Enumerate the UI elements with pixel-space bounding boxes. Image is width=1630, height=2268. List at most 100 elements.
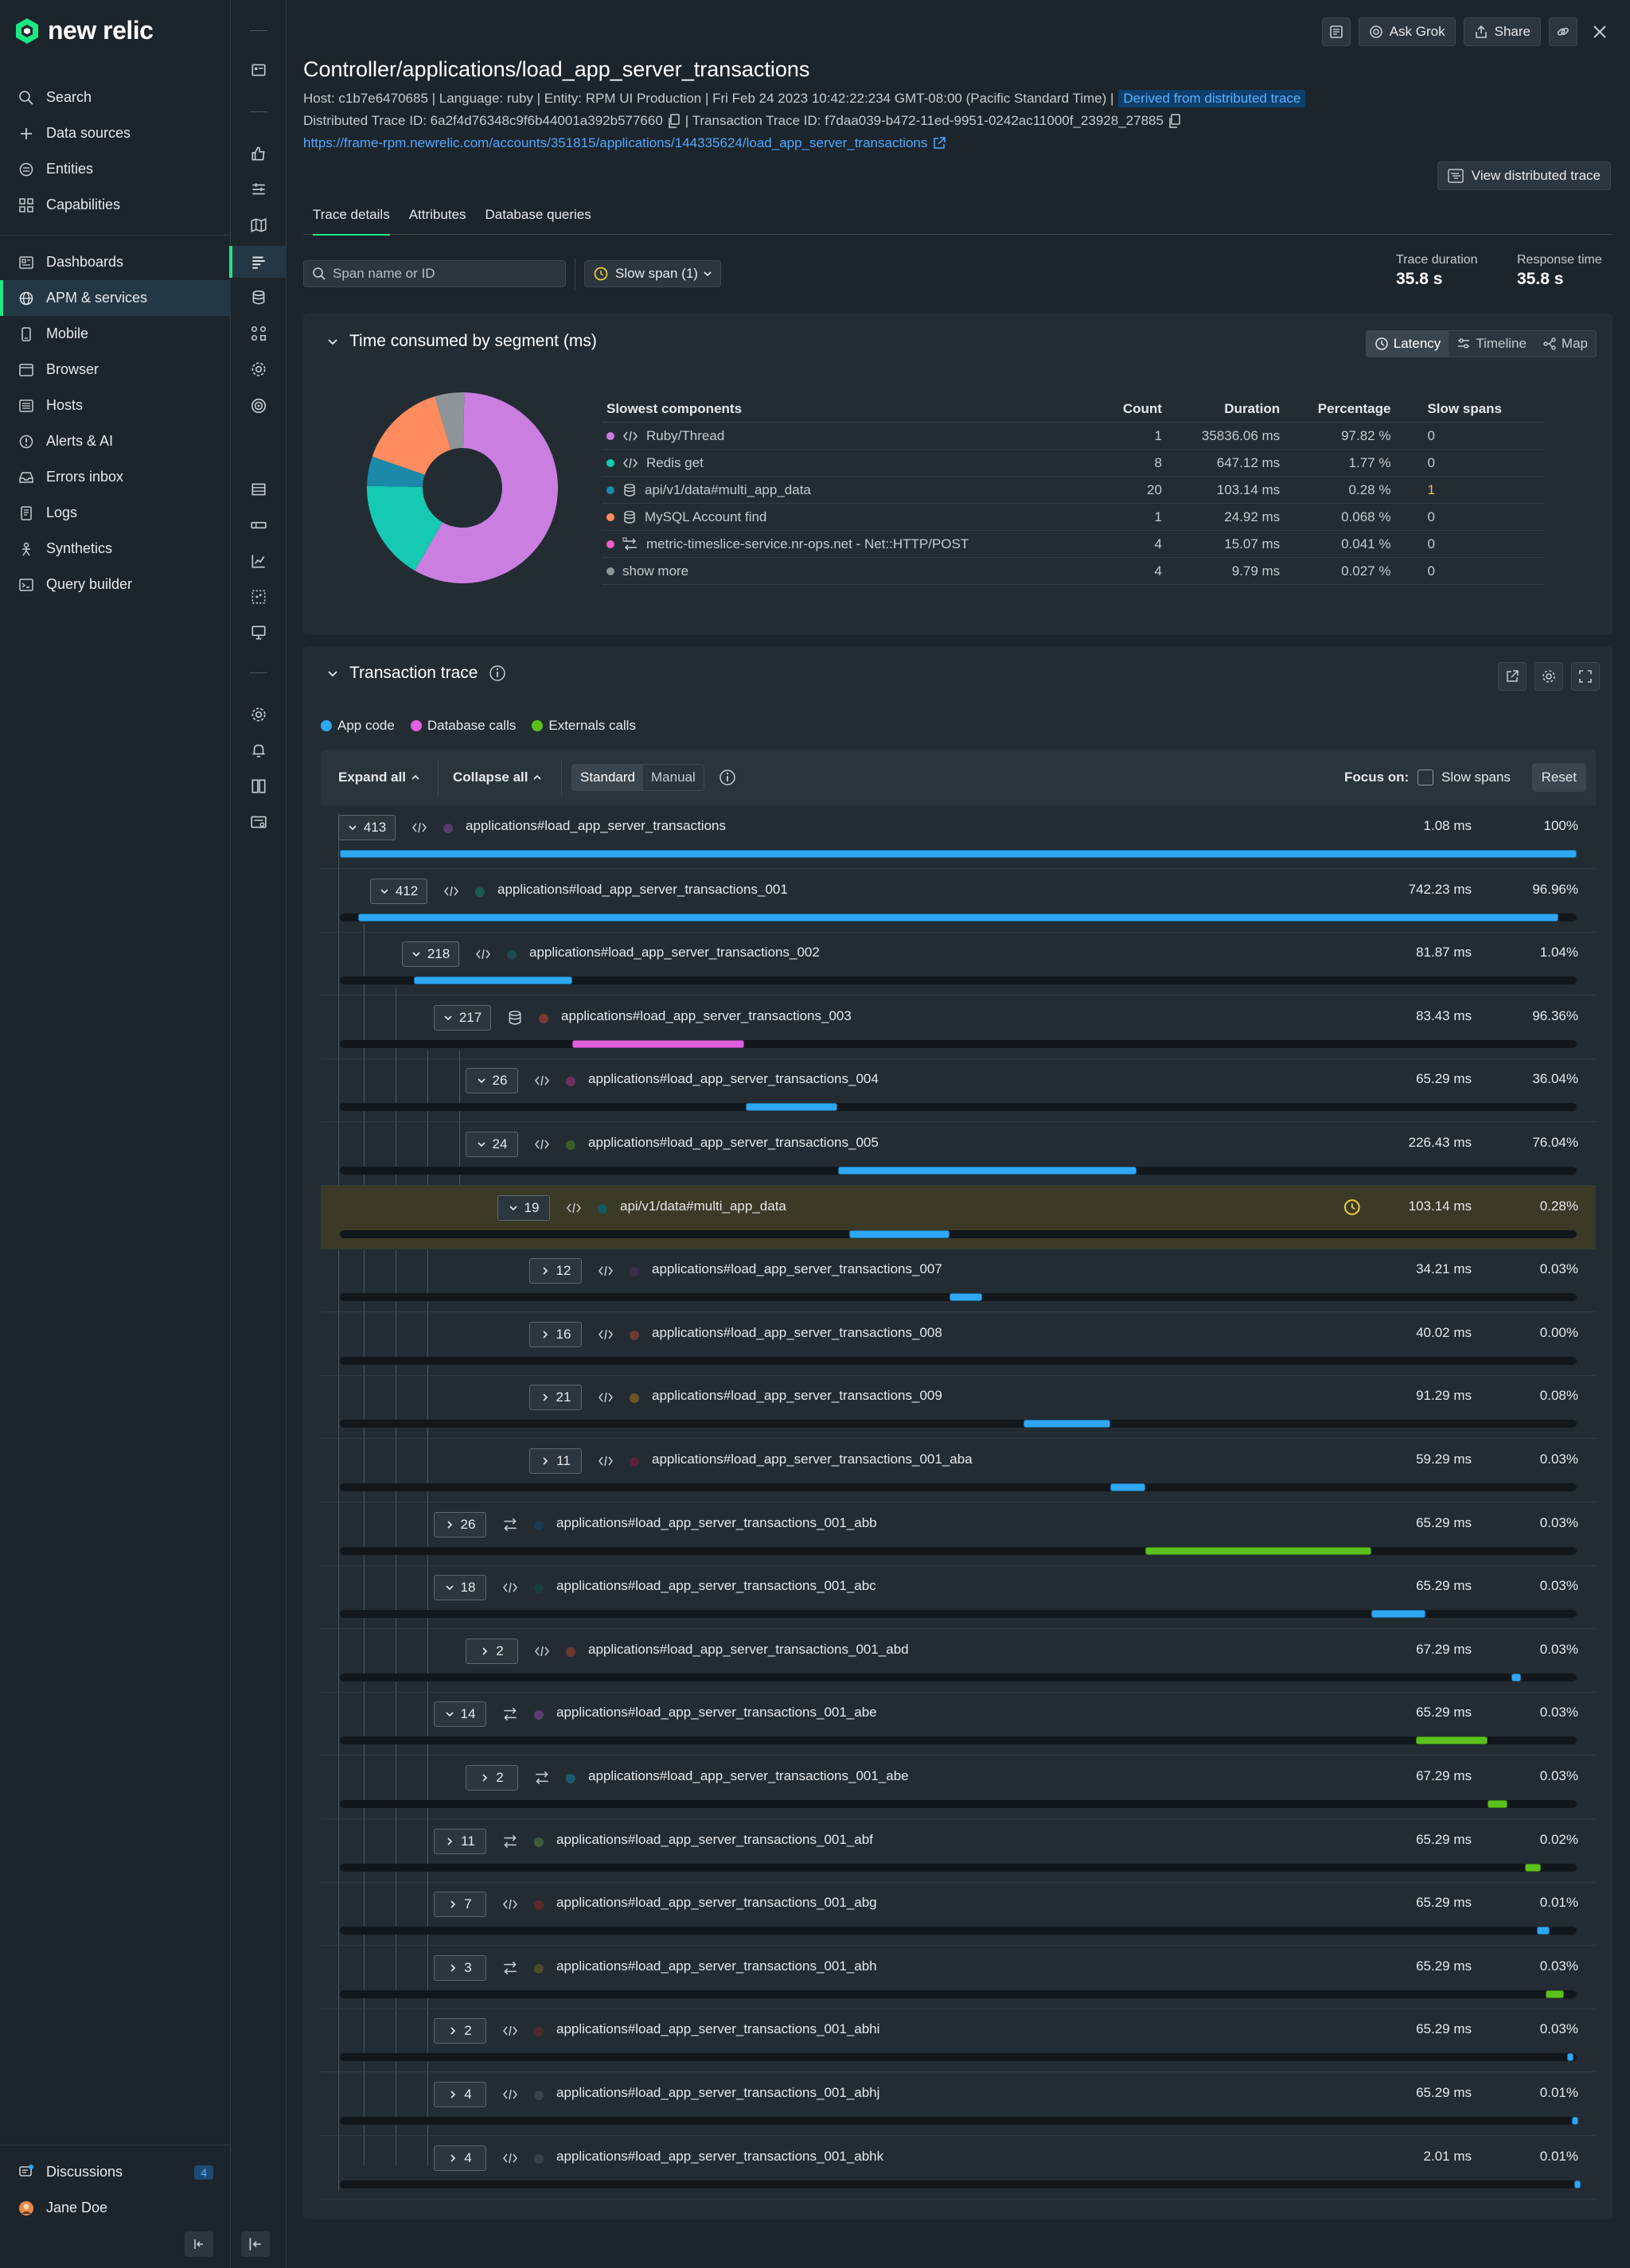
copy-icon[interactable]: [1168, 114, 1181, 128]
component-row[interactable]: Ruby/Thread 1 35836.06 ms 97.82 % 0: [602, 422, 1545, 450]
fullscreen-button[interactable]: [1571, 662, 1600, 691]
nav-item-search[interactable]: Search: [0, 80, 231, 115]
rail-bell-icon[interactable]: [231, 735, 287, 766]
segment-panel-header[interactable]: Time consumed by segment (ms): [327, 332, 597, 351]
rail-gear-icon[interactable]: [231, 699, 287, 731]
trace-row[interactable]: 24 applications#load_app_server_transacti…: [321, 1122, 1596, 1186]
rail-workloads-icon[interactable]: [231, 806, 287, 838]
rail-thumbs-up-icon[interactable]: [231, 138, 287, 170]
trace-row[interactable]: 218 applications#load_app_server_transact…: [321, 932, 1596, 996]
nav-item-errors-inbox[interactable]: Errors inbox: [0, 459, 231, 495]
trace-row[interactable]: 217 applications#load_app_server_transact…: [321, 996, 1596, 1059]
span-timeline-bar[interactable]: [572, 1039, 745, 1048]
trace-row[interactable]: 11 applications#load_app_server_transacti…: [321, 1819, 1596, 1883]
span-toggle-button[interactable]: 217: [434, 1004, 491, 1031]
span-timeline-bar[interactable]: [358, 913, 1558, 922]
span-toggle-button[interactable]: 16: [529, 1321, 582, 1347]
span-timeline-bar[interactable]: [1371, 1610, 1426, 1619]
nav-item-user[interactable]: Jane Doe: [0, 2190, 231, 2226]
nav-item-browser[interactable]: Browser: [0, 352, 231, 388]
trace-row[interactable]: 26 applications#load_app_server_transacti…: [321, 1058, 1596, 1123]
span-timeline-bar[interactable]: [1524, 1863, 1541, 1872]
span-toggle-button[interactable]: 7: [434, 1892, 486, 1918]
nav-item-mobile[interactable]: Mobile: [0, 316, 231, 352]
span-timeline-bar[interactable]: [1546, 1989, 1565, 1998]
span-toggle-button[interactable]: 12: [529, 1258, 582, 1284]
nav-item-hosts[interactable]: Hosts: [0, 388, 231, 423]
settings-button[interactable]: [1534, 662, 1563, 691]
donut-slice-show-more[interactable]: [435, 392, 465, 450]
span-toggle-button[interactable]: 218: [402, 941, 459, 968]
span-toggle-button[interactable]: 18: [434, 1575, 486, 1601]
reset-button[interactable]: Reset: [1531, 763, 1586, 792]
donut-slice-mysql-account-find[interactable]: [372, 396, 451, 475]
info-icon[interactable]: [719, 769, 736, 786]
span-timeline-bar[interactable]: [1110, 1483, 1145, 1491]
span-timeline-bar[interactable]: [745, 1103, 837, 1112]
component-row[interactable]: metric-timeslice-service.nr-ops.net - Ne…: [602, 530, 1545, 558]
component-row[interactable]: show more 4 9.79 ms 0.027 % 0: [602, 557, 1545, 585]
nav-item-synthetics[interactable]: Synthetics: [0, 531, 231, 567]
span-timeline-bar[interactable]: [838, 1167, 1137, 1175]
slow-span-dropdown[interactable]: Slow span (1): [584, 260, 721, 287]
manual-mode-button[interactable]: Manual: [651, 770, 696, 785]
close-button[interactable]: [1585, 18, 1614, 46]
expand-all-button[interactable]: Expand all: [338, 750, 420, 805]
donut-slice-ruby-thread[interactable]: [415, 392, 558, 583]
nav-item-capabilities[interactable]: Capabilities: [0, 187, 231, 223]
span-timeline-bar[interactable]: [1566, 2053, 1573, 2062]
span-toggle-button[interactable]: 19: [497, 1194, 550, 1221]
span-toggle-button[interactable]: 413: [338, 815, 396, 840]
trace-row[interactable]: 7 applications#load_app_server_transactio…: [321, 1882, 1596, 1947]
rail-map-icon[interactable]: [231, 209, 287, 241]
span-timeline-bar[interactable]: [1537, 1927, 1550, 1935]
nav-item-alerts-ai[interactable]: Alerts & AI: [0, 423, 231, 459]
checkbox[interactable]: [1417, 770, 1433, 785]
ask-grok-button[interactable]: Ask Grok: [1358, 18, 1456, 46]
trace-row[interactable]: 26 applications#load_app_server_transacti…: [321, 1502, 1596, 1566]
slow-spans-checkbox[interactable]: Slow spans: [1417, 750, 1511, 805]
timeline-view-button[interactable]: Timeline: [1449, 331, 1534, 357]
trace-row[interactable]: 3 applications#load_app_server_transactio…: [321, 1946, 1596, 2009]
latency-view-button[interactable]: Latency: [1366, 331, 1449, 357]
span-toggle-button[interactable]: 21: [529, 1385, 582, 1411]
component-row[interactable]: api/v1/data#multi_app_data 20 103.14 ms 0.2…: [602, 476, 1545, 504]
trace-row[interactable]: 4 applications#load_app_server_transactio…: [321, 2072, 1596, 2136]
rail-scatter-icon[interactable]: [231, 581, 287, 613]
rail-columns-icon[interactable]: [231, 770, 287, 802]
trace-row[interactable]: 412 applications#load_app_server_transact…: [321, 869, 1596, 933]
map-view-button[interactable]: Map: [1534, 331, 1596, 357]
trace-row[interactable]: 2 applications#load_app_server_transactio…: [321, 1756, 1596, 1819]
span-toggle-button[interactable]: 24: [466, 1132, 518, 1157]
new-relic-logo[interactable]: new relic: [13, 16, 154, 45]
open-external-button[interactable]: [1498, 662, 1527, 691]
nav-item-data-sources[interactable]: Data sources: [0, 115, 231, 151]
copy-icon[interactable]: [668, 114, 680, 128]
share-button[interactable]: Share: [1463, 18, 1541, 46]
rail-table-icon[interactable]: [231, 473, 287, 505]
trace-row[interactable]: 2 applications#load_app_server_transactio…: [321, 2009, 1596, 2073]
rail-services-icon[interactable]: [231, 318, 287, 349]
nav-item-logs[interactable]: Logs: [0, 495, 231, 531]
rail-settings-icon[interactable]: [231, 353, 287, 385]
span-toggle-button[interactable]: 11: [529, 1448, 582, 1474]
info-icon[interactable]: [489, 664, 506, 682]
span-toggle-button[interactable]: 26: [466, 1068, 518, 1094]
span-timeline-bar[interactable]: [1024, 1420, 1111, 1428]
nav-item-query-builder[interactable]: Query builder: [0, 567, 231, 602]
span-timeline-bar[interactable]: [1415, 1736, 1488, 1745]
nav-item-apm-services[interactable]: APM & services: [0, 280, 231, 316]
span-toggle-button[interactable]: 26: [434, 1511, 486, 1537]
span-timeline-bar[interactable]: [1145, 1546, 1372, 1555]
trace-row[interactable]: 18 applications#load_app_server_transacti…: [321, 1565, 1596, 1630]
component-row[interactable]: MySQL Account find 1 24.92 ms 0.068 % 0: [602, 503, 1545, 531]
span-timeline-bar[interactable]: [340, 850, 1577, 858]
span-timeline-bar[interactable]: [849, 1229, 950, 1238]
span-timeline-bar[interactable]: [1573, 2180, 1581, 2188]
trace-row[interactable]: 413 applications#load_app_server_transact…: [321, 805, 1596, 869]
collapse-all-button[interactable]: Collapse all: [453, 750, 542, 805]
tab-attributes[interactable]: Attributes: [408, 207, 466, 222]
rail-dashboard-icon[interactable]: [231, 54, 287, 86]
span-timeline-bar[interactable]: [1571, 2117, 1578, 2125]
nav-item-discussions[interactable]: Discussions 4: [0, 2154, 231, 2190]
